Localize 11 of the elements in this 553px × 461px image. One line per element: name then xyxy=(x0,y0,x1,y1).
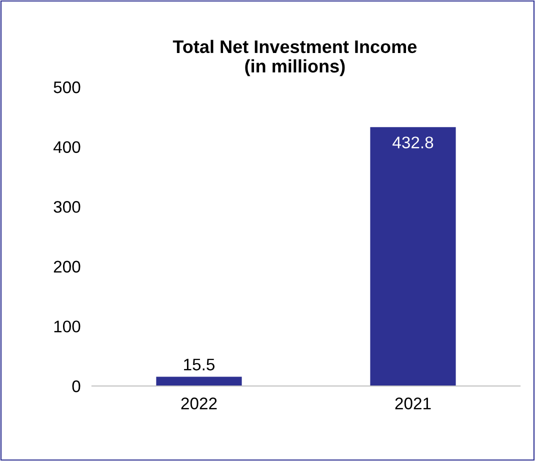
data-label: 15.5 xyxy=(184,358,215,370)
y-tick-label: 400 xyxy=(53,141,80,154)
y-tick-label: 500 xyxy=(54,81,80,94)
chart-title: Total Net Investment Income (in millions) xyxy=(172,40,417,76)
x-tick-label: 2022 xyxy=(181,398,217,410)
y-tick-label: 100 xyxy=(54,320,80,332)
y-tick-label: 300 xyxy=(54,201,80,213)
x-tick-label: 2021 xyxy=(395,398,431,410)
y-tick-label: 0 xyxy=(72,380,80,392)
data-label: 432.8 xyxy=(392,136,434,148)
y-tick-label: 200 xyxy=(54,260,80,273)
